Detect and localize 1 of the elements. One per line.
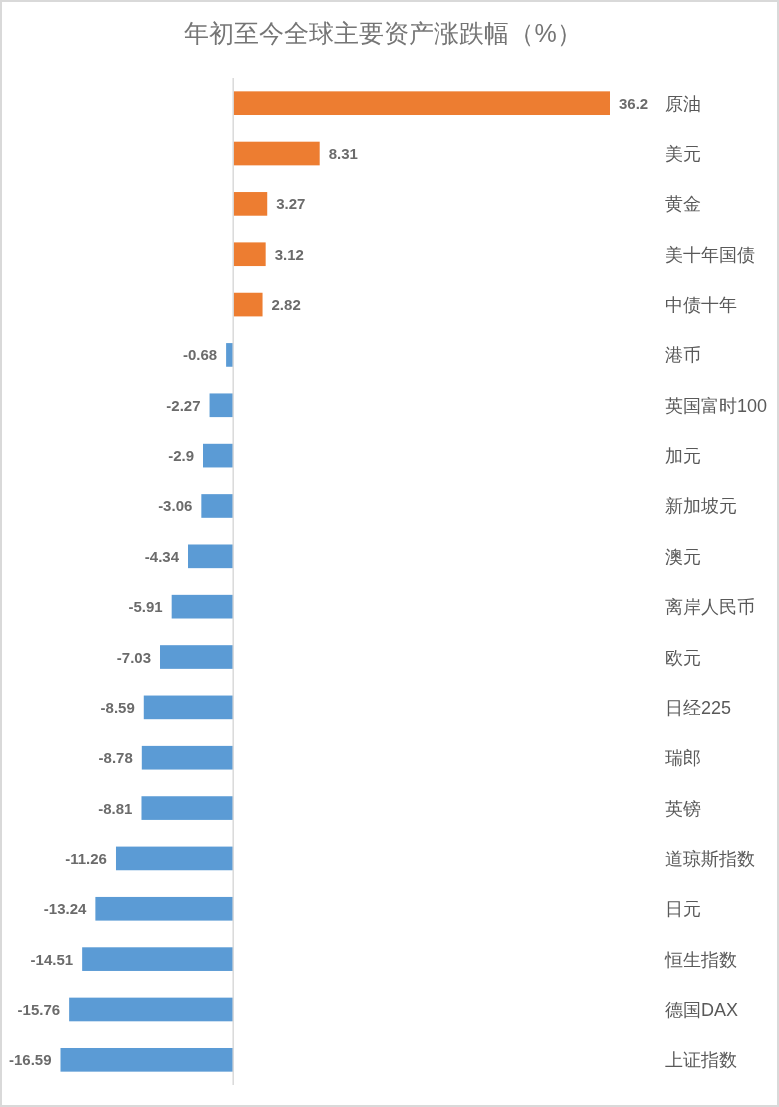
title: 年初至今全球主要资产涨跌幅（%） [184, 19, 582, 47]
